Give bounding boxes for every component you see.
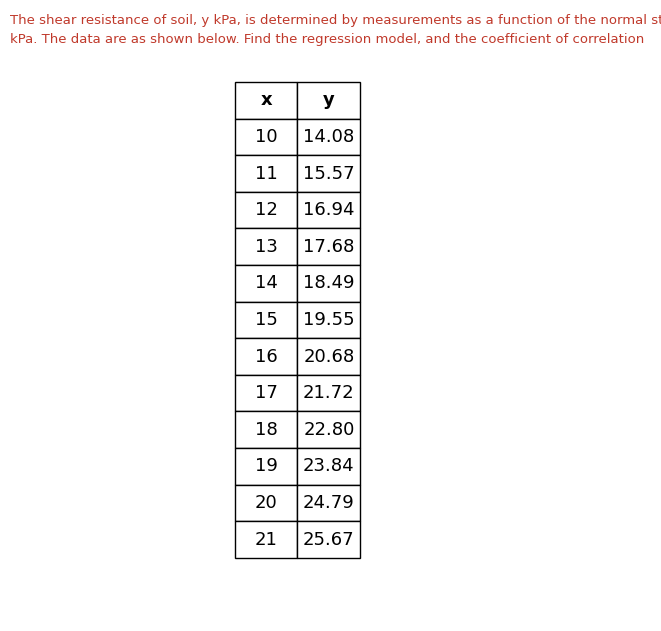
Bar <box>235 302 297 338</box>
Text: 23.84: 23.84 <box>303 457 355 475</box>
Text: 16.94: 16.94 <box>303 201 354 219</box>
Text: 18: 18 <box>254 421 278 439</box>
Bar <box>297 119 360 155</box>
Bar <box>235 82 297 119</box>
Text: 18.49: 18.49 <box>303 274 354 292</box>
Bar <box>235 448 297 485</box>
Text: 17.68: 17.68 <box>303 238 354 256</box>
Text: 20.68: 20.68 <box>303 348 354 365</box>
Bar <box>235 485 297 521</box>
Text: 22.80: 22.80 <box>303 421 354 439</box>
Bar <box>297 485 360 521</box>
Text: 19.55: 19.55 <box>303 311 355 329</box>
Bar <box>297 265 360 302</box>
Bar <box>297 521 360 558</box>
Text: 21.72: 21.72 <box>303 384 355 402</box>
Text: 11: 11 <box>254 165 278 182</box>
Bar <box>235 338 297 375</box>
Text: The shear resistance of soil, y kPa, is determined by measurements as a function: The shear resistance of soil, y kPa, is … <box>10 14 661 27</box>
Text: y: y <box>323 91 334 109</box>
Bar <box>235 228 297 265</box>
Text: 20: 20 <box>254 494 278 512</box>
Bar <box>297 375 360 411</box>
Bar <box>297 82 360 119</box>
Bar <box>297 448 360 485</box>
Bar <box>297 338 360 375</box>
Text: 10: 10 <box>254 128 278 146</box>
Text: 13: 13 <box>254 238 278 256</box>
Text: 12: 12 <box>254 201 278 219</box>
Text: 17: 17 <box>254 384 278 402</box>
Bar <box>235 119 297 155</box>
Text: 16: 16 <box>254 348 278 365</box>
Bar <box>297 155 360 192</box>
Bar <box>235 265 297 302</box>
Text: 15: 15 <box>254 311 278 329</box>
Bar <box>235 155 297 192</box>
Text: 14.08: 14.08 <box>303 128 354 146</box>
Bar <box>297 411 360 448</box>
Bar <box>297 302 360 338</box>
Text: 21: 21 <box>254 531 278 548</box>
Bar <box>235 521 297 558</box>
Bar <box>297 228 360 265</box>
Text: 24.79: 24.79 <box>303 494 355 512</box>
Text: 15.57: 15.57 <box>303 165 355 182</box>
Bar <box>235 411 297 448</box>
Text: 14: 14 <box>254 274 278 292</box>
Text: x: x <box>260 91 272 109</box>
Bar <box>235 375 297 411</box>
Text: 25.67: 25.67 <box>303 531 355 548</box>
Text: 19: 19 <box>254 457 278 475</box>
Bar <box>297 192 360 228</box>
Text: kPa. The data are as shown below. Find the regression model, and the coefficient: kPa. The data are as shown below. Find t… <box>10 33 644 46</box>
Bar <box>235 192 297 228</box>
